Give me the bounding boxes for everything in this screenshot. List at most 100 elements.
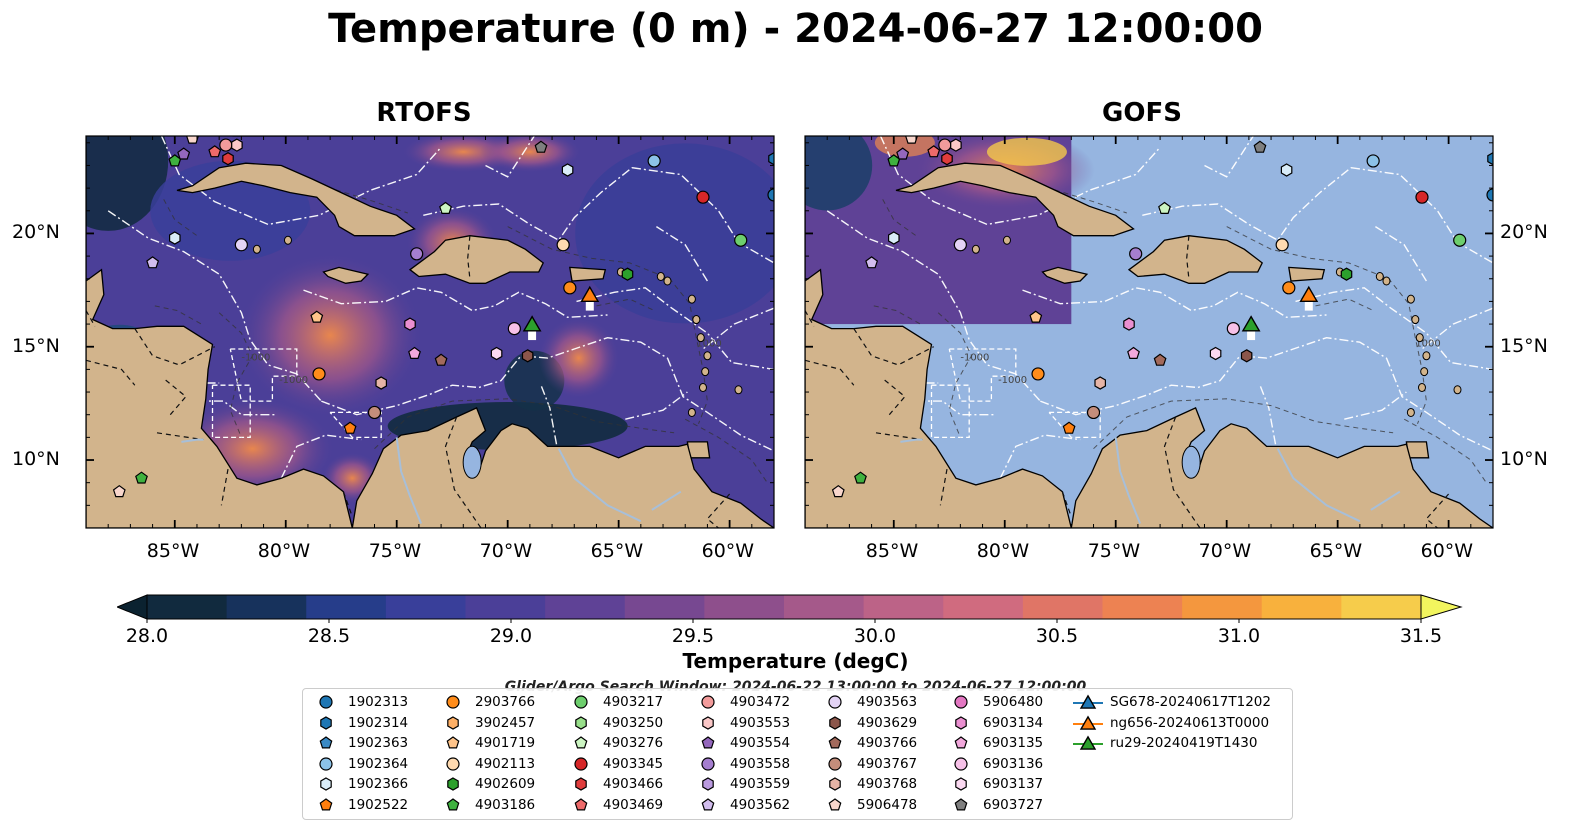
circle-marker-icon xyxy=(319,695,333,709)
legend-item: 4901719 xyxy=(436,733,535,753)
legend-item-label: 4903466 xyxy=(603,776,664,792)
legend-item-label: 4902609 xyxy=(475,776,536,792)
legend-item: 2903766 xyxy=(436,692,535,712)
gofs-land-jamaica xyxy=(1041,266,1089,284)
rtofs-zone-box xyxy=(211,384,251,439)
legend-item-label: 4903767 xyxy=(857,755,918,772)
legend-item: 6903136 xyxy=(944,754,1043,774)
gofs-small-island xyxy=(1406,407,1415,417)
rtofs-eez-boundary xyxy=(197,400,275,416)
colorbar-under-extension xyxy=(117,594,148,620)
rtofs-float-4903466 xyxy=(222,152,234,166)
legend-item-label: 4903345 xyxy=(603,755,664,772)
triangle-marker-icon xyxy=(1073,694,1103,709)
hexagon-marker-icon xyxy=(575,715,587,730)
gofs-float-4903558 xyxy=(1129,247,1143,261)
legend-item-label: 6903727 xyxy=(983,796,1044,813)
rtofs-map: -1000 -1000 1000 xyxy=(85,135,775,529)
rtofs-glider-track xyxy=(528,328,537,341)
gofs-border xyxy=(939,468,948,506)
circle-marker-icon xyxy=(574,695,588,709)
rtofs-float-5906478 xyxy=(186,136,199,144)
rtofs-border xyxy=(467,235,471,279)
gofs-land-hispaniola xyxy=(1127,235,1264,284)
rtofs-float-1902314 xyxy=(768,152,774,166)
gofs-land-cuba xyxy=(895,162,1135,237)
hexagon-marker-icon xyxy=(447,777,459,791)
legend-item: 4903276 xyxy=(564,733,663,753)
rtofs-small-island xyxy=(252,244,261,254)
gofs-border xyxy=(853,328,934,366)
gofs-glider-ru29-20240419T1430 xyxy=(1241,315,1261,332)
colorbar-segment xyxy=(943,595,1024,619)
gofs-float-4903766 xyxy=(1153,353,1167,366)
rtofs-float-1902366 xyxy=(168,231,181,245)
lon-tick-label: 70°W xyxy=(1198,540,1252,562)
rtofs-land-hispaniola xyxy=(408,235,545,284)
lon-tick-label: 60°W xyxy=(1420,540,1474,562)
legend-item-label: 4903766 xyxy=(857,735,918,751)
gofs-float-4903276 xyxy=(1158,201,1171,215)
panel-title-rtofs: RTOFS xyxy=(376,98,472,128)
gofs-float-1902314 xyxy=(1487,152,1493,166)
rtofs-float-4903767 xyxy=(367,405,382,420)
rtofs-float-4903768 xyxy=(375,376,387,390)
gofs-glider-track xyxy=(1247,328,1256,341)
gofs-isobath-label: -1000 xyxy=(998,375,1027,386)
rtofs-land-central xyxy=(86,136,353,528)
legend-item-label: 1902522 xyxy=(348,796,409,813)
rtofs-small-island xyxy=(703,351,712,361)
gofs-sst-patch xyxy=(805,136,873,211)
rtofs-isobath xyxy=(596,298,655,311)
gofs-float-4903767 xyxy=(1086,405,1101,420)
rtofs-eez-boundary xyxy=(160,136,442,226)
legend-item: 1902522 xyxy=(309,795,408,815)
gofs-eez-boundary xyxy=(1259,384,1277,445)
legend-item: 4903629 xyxy=(818,713,917,733)
gofs-land-south-america xyxy=(1070,407,1493,528)
rtofs-frame xyxy=(85,135,775,529)
legend-item-label: 6903134 xyxy=(983,714,1044,731)
rtofs-float-4903276 xyxy=(439,201,452,215)
lon-tick-label: 80°W xyxy=(257,540,311,562)
pentagon-marker-icon xyxy=(701,736,715,749)
legend-item-label: 6903137 xyxy=(983,776,1044,792)
gofs-small-island xyxy=(1375,271,1384,281)
legend-item-label: 4903559 xyxy=(730,776,791,792)
lat-tick-label-right: 10°N xyxy=(1500,448,1548,471)
rtofs-border xyxy=(706,493,731,528)
gofs-small-island xyxy=(1406,294,1415,304)
legend-item-label: ng656-20240613T0000 xyxy=(1110,714,1270,731)
gofs-eez-boundary xyxy=(1295,287,1493,371)
legend-item: 4903466 xyxy=(564,774,663,794)
gofs-float-2903766 xyxy=(1282,281,1296,295)
circle-marker-icon xyxy=(701,756,715,771)
rtofs-isobath xyxy=(684,418,768,483)
rtofs-float-6903135 xyxy=(408,346,421,359)
legend-item: 4903217 xyxy=(564,692,663,712)
rtofs-small-island xyxy=(696,333,705,343)
gofs-eez-boundary xyxy=(999,434,1081,479)
rtofs-float-4901719 xyxy=(310,310,324,323)
circle-marker-icon xyxy=(446,756,460,771)
gofs-eez-boundary xyxy=(879,136,1161,226)
rtofs-glider-ru29-20240419T1430 xyxy=(522,315,542,332)
legend-item-label: 1902313 xyxy=(348,694,409,710)
lon-tick-label: 70°W xyxy=(479,540,533,562)
legend-item-label: 4903629 xyxy=(857,714,918,731)
pentagon-marker-icon xyxy=(954,797,968,810)
legend-item-label: 5906480 xyxy=(983,694,1044,710)
legend-item: 6903134 xyxy=(944,713,1043,733)
legend-item: 6903135 xyxy=(944,733,1043,753)
gofs-float-4903217 xyxy=(1453,233,1467,247)
legend-item: 5906480 xyxy=(944,692,1043,712)
lon-tick-label: 60°W xyxy=(701,540,755,562)
rtofs-sst-warm-patch xyxy=(479,136,580,172)
rtofs-float-1902522 xyxy=(343,421,357,434)
rtofs-eez-boundary xyxy=(303,287,608,319)
rtofs-float-4903766 xyxy=(434,353,448,366)
rtofs-isobath-label: -1000 xyxy=(241,352,270,363)
gofs-isobath xyxy=(1004,169,1127,214)
legend-item: 4903250 xyxy=(564,713,663,733)
rtofs-small-island xyxy=(687,294,696,304)
